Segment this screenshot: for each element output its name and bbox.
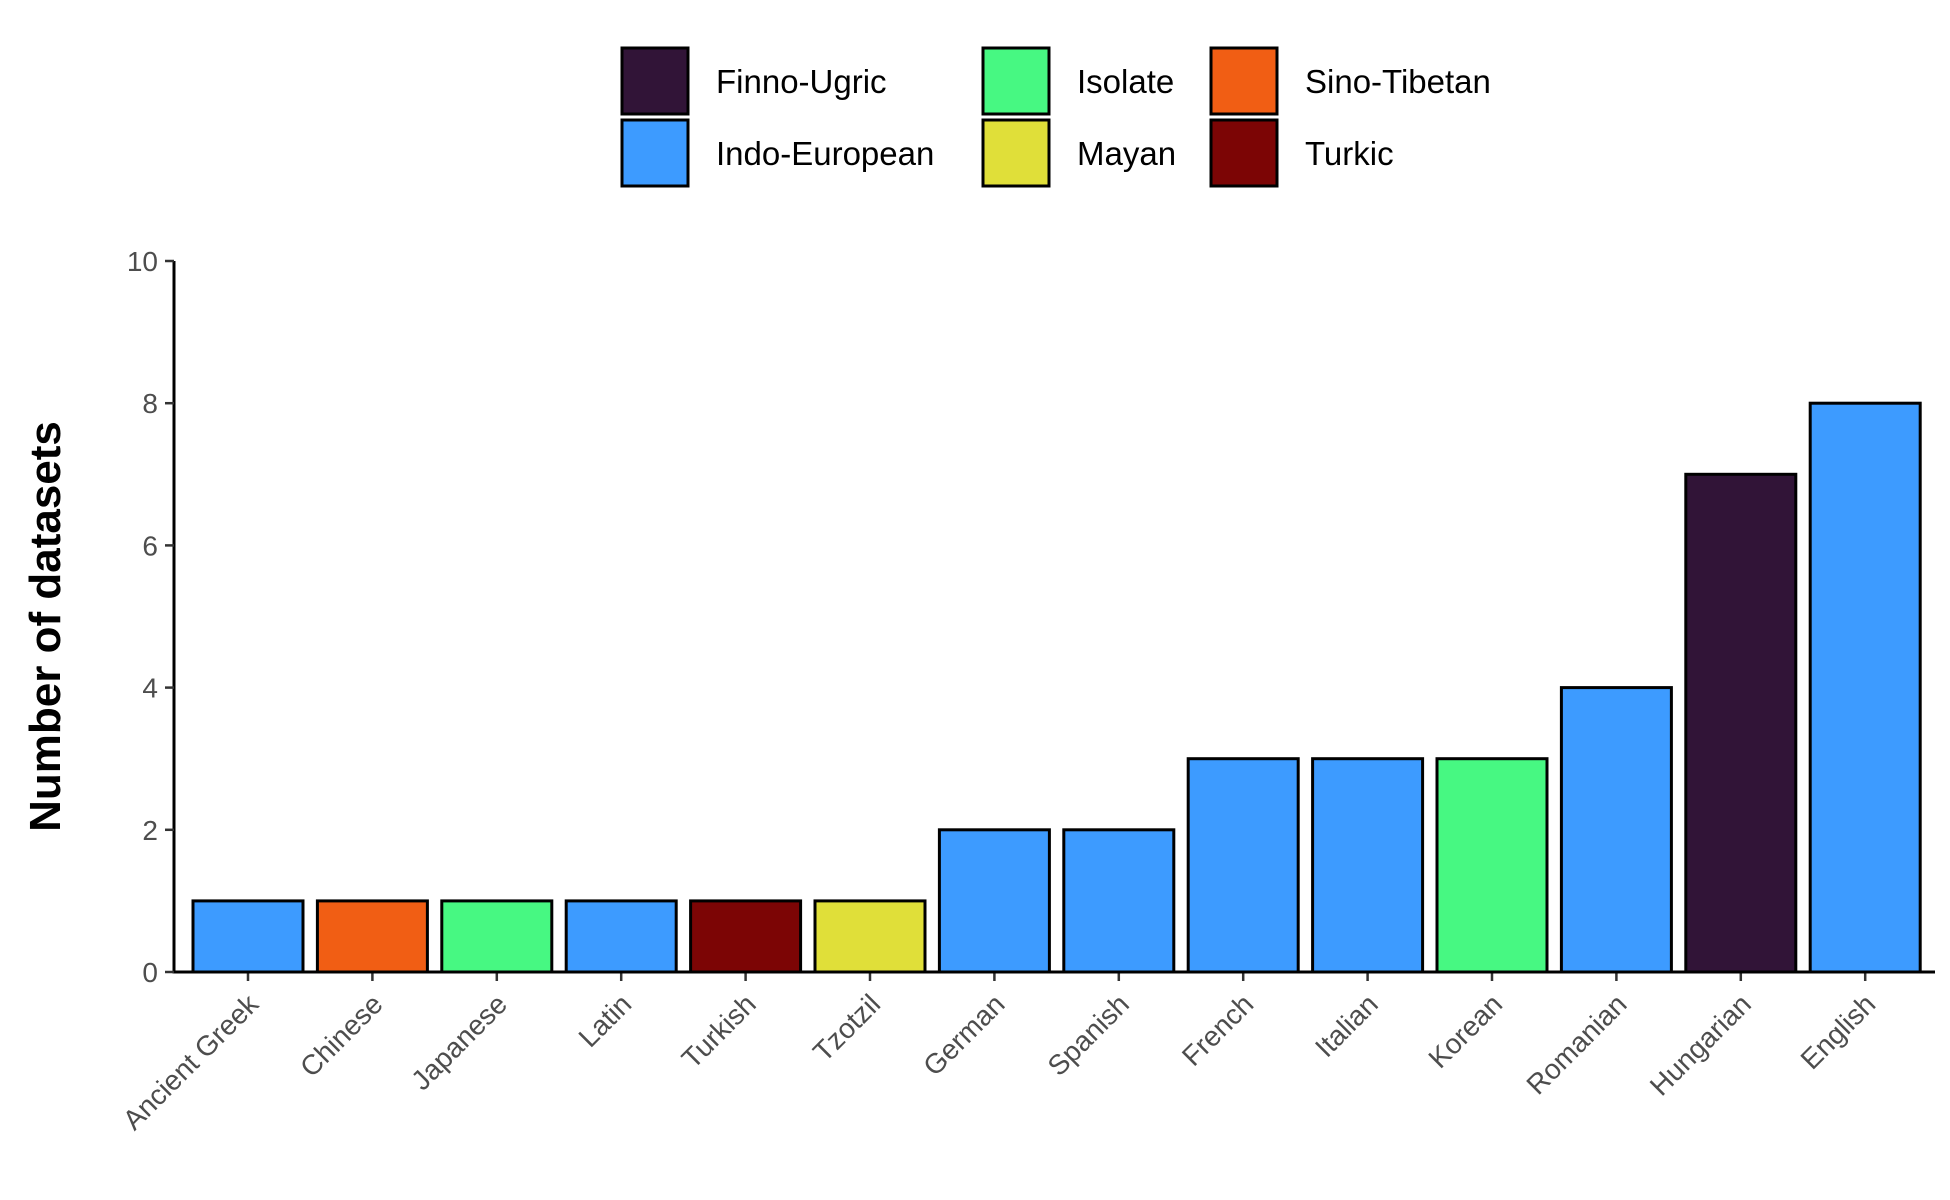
y-axis-title: Number of datasets <box>21 421 70 832</box>
bar-english <box>1808 401 1922 974</box>
x-tick-label-korean: Korean <box>1422 988 1508 1074</box>
bar-ancient-greek <box>191 899 305 974</box>
legend-label: Sino-Tibetan <box>1305 63 1491 100</box>
legend-item-turkic: Turkic <box>1209 118 1394 188</box>
bar-tzotzil <box>813 899 927 974</box>
legend-swatch <box>620 46 690 116</box>
bar-japanese <box>440 899 554 974</box>
bar-romanian <box>1559 686 1673 974</box>
bar-italian <box>1311 757 1425 974</box>
legend-label: Mayan <box>1077 135 1176 172</box>
y-tick-label: 0 <box>142 957 158 988</box>
bar-hungarian <box>1684 472 1798 974</box>
x-tick-label-german: German <box>917 988 1010 1081</box>
legend-item-indo-european: Indo-European <box>620 118 934 188</box>
x-tick-label-english: English <box>1795 988 1882 1075</box>
bar-chinese <box>315 899 429 974</box>
legend-item-isolate: Isolate <box>981 46 1174 116</box>
y-tick-label: 10 <box>127 246 158 277</box>
x-tick-label-ancient-greek: Ancient Greek <box>117 988 265 1136</box>
x-tick-label-romanian: Romanian <box>1520 988 1632 1100</box>
bars <box>191 401 1922 974</box>
y-tick-label: 6 <box>142 530 158 561</box>
bar-french <box>1186 757 1300 974</box>
x-tick-label-tzotzil: Tzotzil <box>807 988 886 1067</box>
legend-item-finno-ugric: Finno-Ugric <box>620 46 887 116</box>
legend: Finno-Ugric Indo-European Isolate Mayan Sino… <box>620 46 1491 188</box>
legend-label: Isolate <box>1077 63 1174 100</box>
y-tick-label: 2 <box>142 815 158 846</box>
y-tick-label: 4 <box>142 673 158 704</box>
legend-swatch <box>981 46 1051 116</box>
legend-item-sino-tibetan: Sino-Tibetan <box>1209 46 1491 116</box>
x-tick-label-japanese: Japanese <box>405 988 513 1096</box>
x-tick-label-chinese: Chinese <box>294 988 389 1083</box>
x-tick-label-turkish: Turkish <box>676 988 762 1074</box>
bar-german <box>937 828 1051 974</box>
legend-swatch <box>981 118 1051 188</box>
x-tick-label-french: French <box>1176 988 1260 1072</box>
x-tick-label-italian: Italian <box>1309 988 1384 1063</box>
bar-latin <box>564 899 678 974</box>
legend-swatch <box>1209 118 1279 188</box>
legend-label: Finno-Ugric <box>716 63 887 100</box>
bar-turkish <box>689 899 803 974</box>
legend-item-mayan: Mayan <box>981 118 1176 188</box>
x-tick-label-hungarian: Hungarian <box>1644 988 1757 1101</box>
bar-spanish <box>1062 828 1176 974</box>
y-tick-label: 8 <box>142 388 158 419</box>
x-tick-label-latin: Latin <box>573 988 638 1053</box>
legend-swatch <box>620 118 690 188</box>
legend-label: Indo-European <box>716 135 934 172</box>
legend-swatch <box>1209 46 1279 116</box>
legend-label: Turkic <box>1305 135 1394 172</box>
x-tick-label-spanish: Spanish <box>1042 988 1135 1081</box>
bar-korean <box>1435 757 1549 974</box>
